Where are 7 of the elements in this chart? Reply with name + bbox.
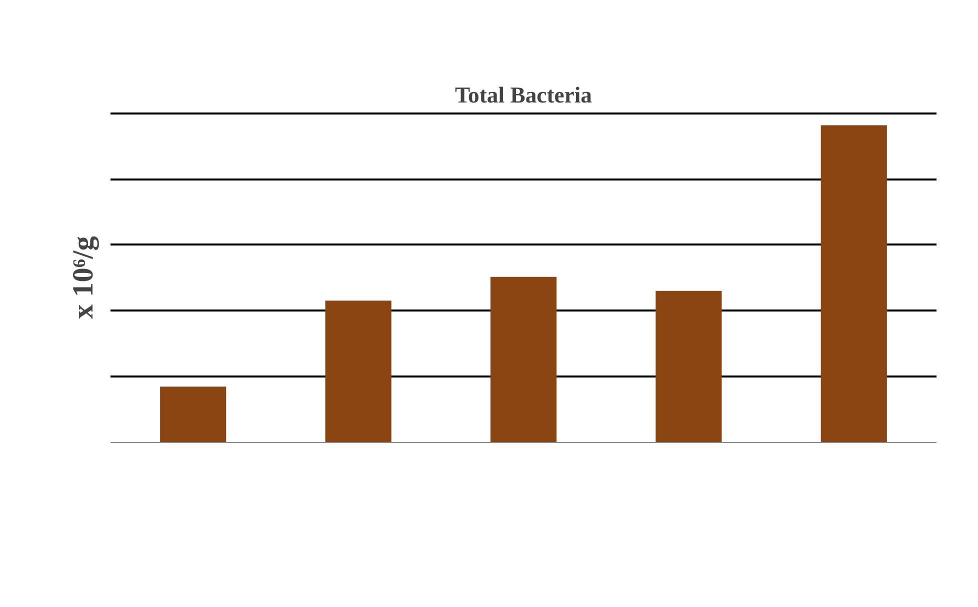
bar <box>490 276 557 442</box>
bar <box>656 290 722 442</box>
bar <box>160 386 226 442</box>
bar <box>325 300 392 442</box>
y-axis-title: x 10⁶/g <box>68 236 100 319</box>
bar <box>820 125 887 442</box>
chart-title: Total Bacteria <box>455 82 592 108</box>
